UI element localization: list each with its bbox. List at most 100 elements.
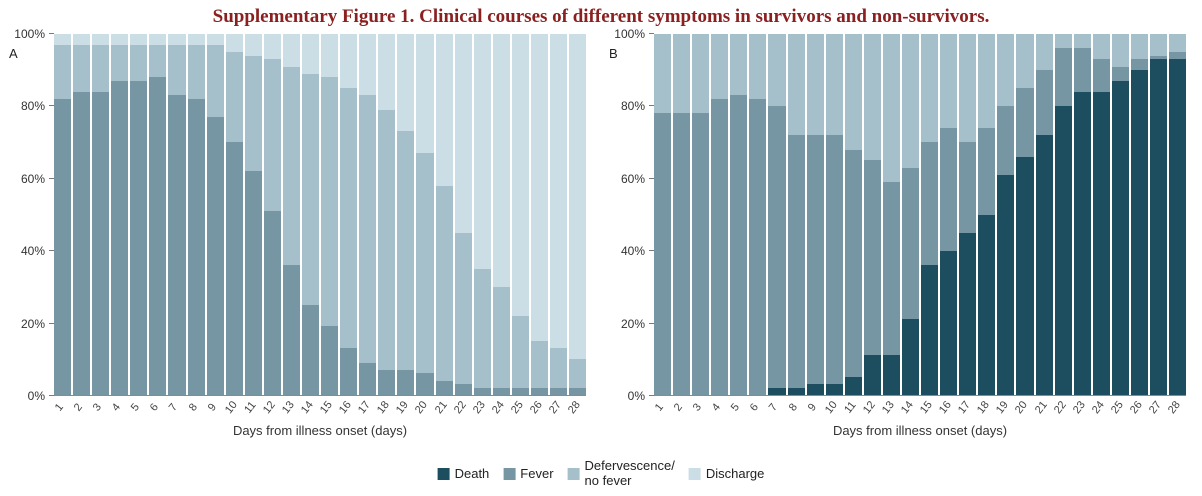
segment-fever — [1150, 55, 1168, 60]
segment-death — [1150, 59, 1168, 395]
legend-swatch — [437, 467, 450, 480]
segment-fever — [321, 326, 339, 395]
segment-fever — [397, 369, 415, 395]
segment-fever — [168, 95, 186, 395]
segment-death — [863, 355, 881, 395]
legend-item-fever: Fever — [503, 466, 554, 481]
segment-defervescence-no-fever — [825, 34, 843, 136]
segment-death — [978, 214, 996, 395]
segment-defervescence-no-fever — [749, 34, 767, 99]
segment-discharge — [187, 34, 205, 45]
segment-fever — [1035, 70, 1053, 136]
bar-day-20 — [416, 34, 434, 395]
segment-discharge — [206, 34, 224, 45]
segment-fever — [1169, 52, 1187, 60]
segment-discharge — [130, 34, 148, 45]
bar-day-16 — [940, 34, 958, 395]
segment-defervescence-no-fever — [206, 44, 224, 118]
legend-swatch — [688, 467, 701, 480]
segment-death — [844, 376, 862, 395]
segment-fever — [282, 265, 301, 395]
segment-death — [1054, 106, 1072, 395]
segment-discharge — [569, 34, 587, 359]
bar-day-17 — [959, 34, 977, 395]
segment-fever — [187, 98, 205, 395]
segment-discharge — [473, 34, 491, 269]
segment-defervescence-no-fever — [1092, 34, 1110, 60]
segment-fever — [359, 362, 377, 395]
bar-day-10 — [825, 34, 843, 395]
segment-discharge — [454, 34, 472, 233]
bar-day-26 — [1130, 34, 1149, 395]
panel-A: A 0% 20% 40% 60% 80% 100% 1 2 3 4 5 6 7 8 9 10 11 12 13 14… — [8, 27, 587, 440]
segment-defervescence-no-fever — [1016, 34, 1034, 89]
legend-label: Defervescence/ no fever — [584, 458, 675, 488]
bar-day-22 — [454, 34, 472, 395]
y-tick-mark — [49, 177, 54, 179]
y-tick-mark — [49, 250, 54, 252]
segment-discharge — [550, 34, 568, 349]
segment-defervescence-no-fever — [768, 34, 786, 107]
segment-fever — [940, 127, 958, 251]
segment-discharge — [378, 34, 396, 110]
x-axis-title: Days from illness onset (days) — [832, 423, 1008, 438]
bar-day-18 — [378, 34, 396, 395]
bar-day-23 — [473, 34, 491, 395]
bar-day-18 — [978, 34, 996, 395]
segment-fever — [416, 373, 434, 395]
y-tick-mark — [49, 105, 54, 107]
segment-fever — [711, 98, 729, 395]
segment-fever — [263, 210, 281, 395]
segment-fever — [730, 95, 748, 395]
segment-defervescence-no-fever — [492, 286, 510, 388]
segment-fever — [149, 77, 167, 395]
bar-day-7 — [168, 34, 186, 395]
segment-defervescence-no-fever — [187, 44, 205, 99]
segment-fever — [206, 117, 224, 395]
segment-defervescence-no-fever — [806, 34, 824, 136]
segment-fever — [530, 387, 549, 395]
segment-fever — [473, 387, 491, 395]
segment-death — [1169, 59, 1187, 395]
segment-discharge — [225, 34, 243, 53]
bar-day-13 — [882, 34, 901, 395]
segment-discharge — [111, 34, 129, 45]
segment-discharge — [340, 34, 358, 89]
segment-defervescence-no-fever — [902, 34, 920, 168]
segment-death — [1130, 70, 1149, 395]
bar-day-16 — [340, 34, 358, 395]
segment-defervescence-no-fever — [940, 34, 958, 128]
segment-fever — [749, 98, 767, 395]
bar-day-23 — [1073, 34, 1091, 395]
segment-defervescence-no-fever — [321, 77, 339, 327]
segment-defervescence-no-fever — [92, 44, 110, 92]
segment-death — [806, 384, 824, 395]
segment-discharge — [73, 34, 91, 45]
segment-defervescence-no-fever — [673, 34, 691, 114]
segment-defervescence-no-fever — [730, 34, 748, 96]
segment-fever — [340, 348, 358, 395]
segment-discharge — [359, 34, 377, 96]
segment-fever — [244, 171, 262, 395]
y-tick-mark — [649, 395, 654, 396]
bar-day-17 — [359, 34, 377, 395]
legend-label: Discharge — [705, 465, 765, 481]
x-axis-title: Days from illness onset (days) — [232, 423, 408, 438]
segment-discharge — [168, 34, 186, 45]
segment-discharge — [435, 34, 453, 186]
segment-fever — [454, 384, 472, 395]
segment-defervescence-no-fever — [978, 34, 996, 128]
segment-defervescence-no-fever — [997, 34, 1015, 107]
segment-fever — [511, 387, 529, 395]
segment-discharge — [321, 34, 339, 78]
y-tick-mark — [649, 33, 654, 34]
segment-discharge — [149, 34, 167, 45]
x-tick-row: 1 2 3 4 5 6 7 8 9 10 11 12 13 14 15 16 17 18 19 20 21 22 23 24 2… — [53, 396, 586, 420]
bar-day-12 — [863, 34, 881, 395]
segment-defervescence-no-fever — [397, 131, 415, 370]
segment-fever — [569, 387, 587, 395]
y-tick-label: 60% — [20, 171, 45, 186]
segment-defervescence-no-fever — [711, 34, 729, 99]
y-tick-label: 100% — [14, 27, 45, 41]
segment-defervescence-no-fever — [921, 34, 939, 143]
